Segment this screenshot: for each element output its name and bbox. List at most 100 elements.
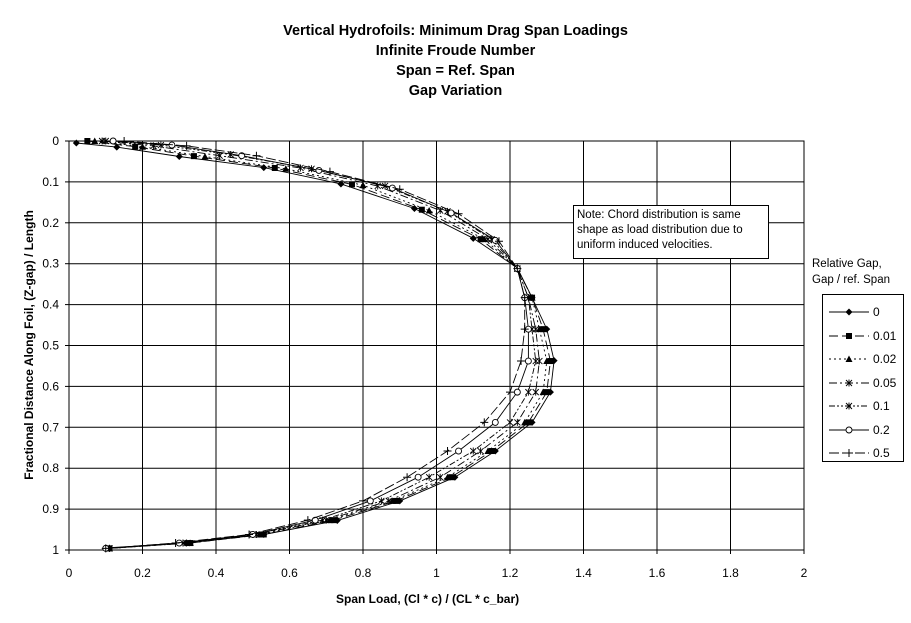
- data-point: [517, 357, 526, 366]
- data-point: [532, 357, 540, 365]
- legend-swatch: [829, 449, 869, 457]
- y-tick-label: 0.6: [42, 379, 59, 393]
- data-point: [540, 326, 547, 333]
- x-tick-label: 1.8: [722, 566, 739, 580]
- title-line-4: Gap Variation: [408, 83, 503, 99]
- data-point: [252, 151, 261, 160]
- data-point: [443, 447, 452, 456]
- data-point: [190, 153, 197, 160]
- data-point: [454, 209, 463, 218]
- data-point: [477, 236, 484, 243]
- data-point: [72, 139, 80, 147]
- x-tick-label: 0: [66, 566, 73, 580]
- data-point: [436, 473, 444, 481]
- legend-item: 0.02: [823, 349, 903, 369]
- data-point: [547, 358, 554, 365]
- legend-item: 0.1: [823, 396, 903, 416]
- data-point: [271, 164, 278, 171]
- data-point: [171, 539, 180, 548]
- legend-item: 0.01: [823, 326, 903, 346]
- data-point: [393, 497, 400, 504]
- data-point: [425, 207, 433, 214]
- data-point: [414, 473, 422, 481]
- data-point: [282, 165, 290, 172]
- legend-label: 0.2: [873, 422, 890, 437]
- data-point: [395, 185, 404, 194]
- data-point: [494, 237, 503, 246]
- y-tick-label: 0.9: [42, 502, 59, 516]
- data-point: [201, 153, 209, 160]
- data-point: [488, 448, 495, 455]
- data-point: [366, 497, 374, 505]
- x-tick-label: 1: [433, 566, 440, 580]
- data-point: [385, 497, 393, 505]
- legend-label: 0: [873, 305, 880, 319]
- y-tick-label: 0: [52, 134, 59, 148]
- data-point: [182, 141, 191, 150]
- data-point: [469, 234, 477, 242]
- y-axis-label: Fractional Distance Along Foil, (Z-gap) …: [22, 210, 36, 480]
- legend-label: 0.05: [873, 375, 897, 390]
- x-tick-label: 1.6: [649, 566, 666, 580]
- legend-marker: [845, 449, 853, 457]
- data-point: [101, 544, 110, 553]
- data-point: [303, 516, 312, 525]
- data-point: [359, 181, 367, 189]
- legend-title-line-2: Gap / ref. Span: [812, 274, 890, 286]
- data-point: [325, 167, 334, 176]
- data-point: [543, 357, 551, 365]
- series-line: [105, 140, 529, 549]
- legend-marker: [845, 355, 853, 362]
- legend-title-line-1: Relative Gap,: [812, 258, 882, 270]
- x-tick-label: 0.2: [134, 566, 151, 580]
- legend-marker: [845, 308, 853, 316]
- data-point: [260, 531, 267, 538]
- legend-label: 0.01: [873, 328, 897, 343]
- data-point: [175, 153, 183, 161]
- data-point: [484, 447, 492, 455]
- x-tick-label: 0.6: [281, 566, 298, 580]
- title-line-1: Vertical Hydrofoils: Minimum Drag Span L…: [283, 23, 628, 39]
- x-tick-label: 1.4: [575, 566, 592, 580]
- y-tick-label: 0.2: [42, 216, 59, 230]
- legend-swatch: [829, 402, 869, 410]
- y-tick-label: 0.4: [42, 298, 59, 312]
- data-point: [520, 293, 529, 302]
- series-0.2: [102, 137, 532, 552]
- x-tick-label: 2: [801, 566, 808, 580]
- data-point: [447, 209, 455, 217]
- note-box: Note: Chord distribution is same shape a…: [573, 205, 769, 259]
- x-axis-label: Span Load, (Cl * c) / (CL * c_bar): [336, 592, 520, 606]
- data-point: [102, 137, 110, 145]
- series-line: [94, 140, 548, 549]
- legend-item: 0.05: [823, 373, 903, 393]
- data-point: [524, 357, 532, 365]
- data-point: [513, 264, 522, 273]
- data-point: [337, 180, 345, 188]
- data-point: [525, 419, 532, 426]
- data-point: [543, 389, 550, 396]
- data-point: [477, 447, 484, 455]
- data-point: [506, 388, 514, 397]
- data-point: [480, 418, 489, 427]
- chart-title: Vertical Hydrofoils: Minimum Drag Span L…: [0, 21, 911, 101]
- data-point: [520, 325, 529, 334]
- data-point: [139, 143, 146, 150]
- data-point: [469, 447, 477, 455]
- series-0.5: [101, 137, 529, 553]
- legend-marker: [846, 332, 852, 339]
- y-tick-label: 0.8: [42, 461, 59, 475]
- y-tick-label: 0.3: [42, 257, 59, 271]
- data-point: [132, 143, 139, 150]
- data-point: [330, 517, 337, 524]
- title-line-3: Span = Ref. Span: [396, 63, 515, 79]
- legend-label: 0.1: [873, 399, 890, 413]
- legend-swatch: [829, 355, 869, 362]
- data-point: [514, 418, 521, 426]
- legend-label: 0.02: [873, 352, 897, 366]
- legend-marker: [845, 379, 853, 386]
- data-point: [539, 388, 547, 396]
- x-tick-label: 0.4: [208, 566, 225, 580]
- legend-swatch: [829, 426, 869, 433]
